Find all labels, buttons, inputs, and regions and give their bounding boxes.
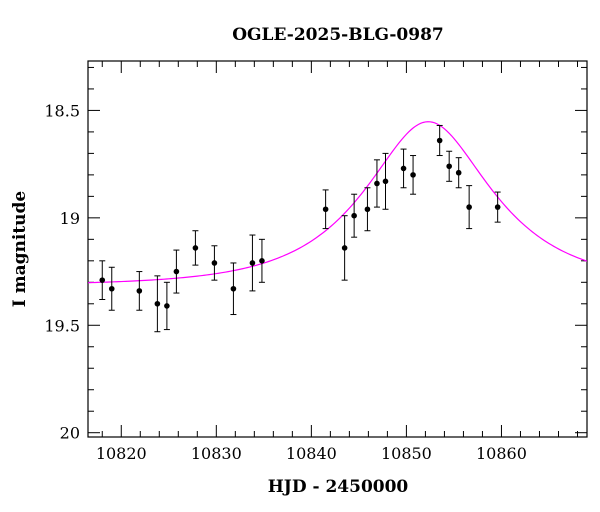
data-point (351, 193, 358, 238)
data-point-marker (108, 285, 115, 292)
data-point (249, 234, 256, 292)
y-axis-ticks (88, 66, 587, 434)
data-point (410, 155, 417, 195)
data-point (373, 159, 380, 208)
data-point-marker (99, 277, 106, 283)
x-axis-tick-labels: 10820 10830 10840 10850 10860 (96, 444, 527, 463)
x-tick-label: 10820 (96, 444, 147, 463)
data-point-marker (446, 163, 452, 170)
plot-frame (87, 60, 588, 438)
data-point-marker (154, 300, 161, 307)
data-point-marker (173, 268, 180, 275)
x-tick-label: 10830 (191, 444, 242, 463)
data-point (211, 245, 218, 281)
x-tick-label: 10850 (381, 444, 432, 463)
data-point (466, 185, 473, 230)
data-point (154, 275, 161, 333)
data-point (192, 230, 199, 266)
data-point (322, 189, 329, 230)
y-tick-label: 20 (60, 424, 80, 443)
data-point (494, 191, 501, 223)
chart-title: OGLE-2025-BLG-0987 (232, 25, 444, 45)
data-point-marker (382, 178, 389, 185)
data-point-marker (136, 288, 143, 294)
data-point (173, 249, 180, 294)
data-points-group (99, 124, 501, 333)
x-axis-ticks (101, 61, 578, 437)
data-point (163, 281, 170, 331)
data-point-marker (164, 303, 170, 309)
data-point (341, 215, 348, 281)
data-point-marker (410, 172, 416, 178)
data-point-marker (230, 285, 237, 292)
model-curve-line (87, 121, 588, 284)
data-point-marker (494, 204, 501, 210)
data-point (364, 187, 371, 232)
x-tick-label: 10860 (476, 444, 527, 463)
data-point-marker (364, 206, 371, 213)
data-point-marker (341, 245, 348, 251)
data-point-marker (249, 260, 256, 266)
data-point-marker (436, 137, 443, 144)
data-point (230, 262, 237, 316)
data-point-marker (322, 206, 329, 213)
data-point-marker (259, 258, 265, 264)
y-tick-label: 19 (60, 209, 80, 228)
data-point (446, 150, 453, 182)
data-point (99, 260, 106, 300)
y-tick-label: 18.5 (44, 101, 80, 120)
y-tick-label: 19.5 (44, 316, 80, 335)
data-point-marker (400, 165, 407, 172)
y-axis-tick-labels: 18.5 19 19.5 20 (44, 101, 80, 442)
data-point (258, 238, 265, 283)
data-point-marker (192, 245, 199, 251)
data-point (382, 152, 389, 210)
data-point-marker (351, 212, 357, 219)
data-point (108, 266, 115, 311)
data-point-marker (466, 204, 472, 210)
data-point (400, 148, 407, 189)
data-point-marker (374, 180, 380, 187)
y-axis-label: I magnitude (10, 191, 30, 308)
x-axis-label: HJD - 2450000 (268, 477, 409, 497)
data-point (455, 157, 462, 189)
data-point-marker (455, 169, 462, 176)
data-point (136, 271, 143, 311)
data-point (436, 124, 443, 157)
data-point-marker (211, 260, 218, 266)
x-tick-label: 10840 (286, 444, 337, 463)
